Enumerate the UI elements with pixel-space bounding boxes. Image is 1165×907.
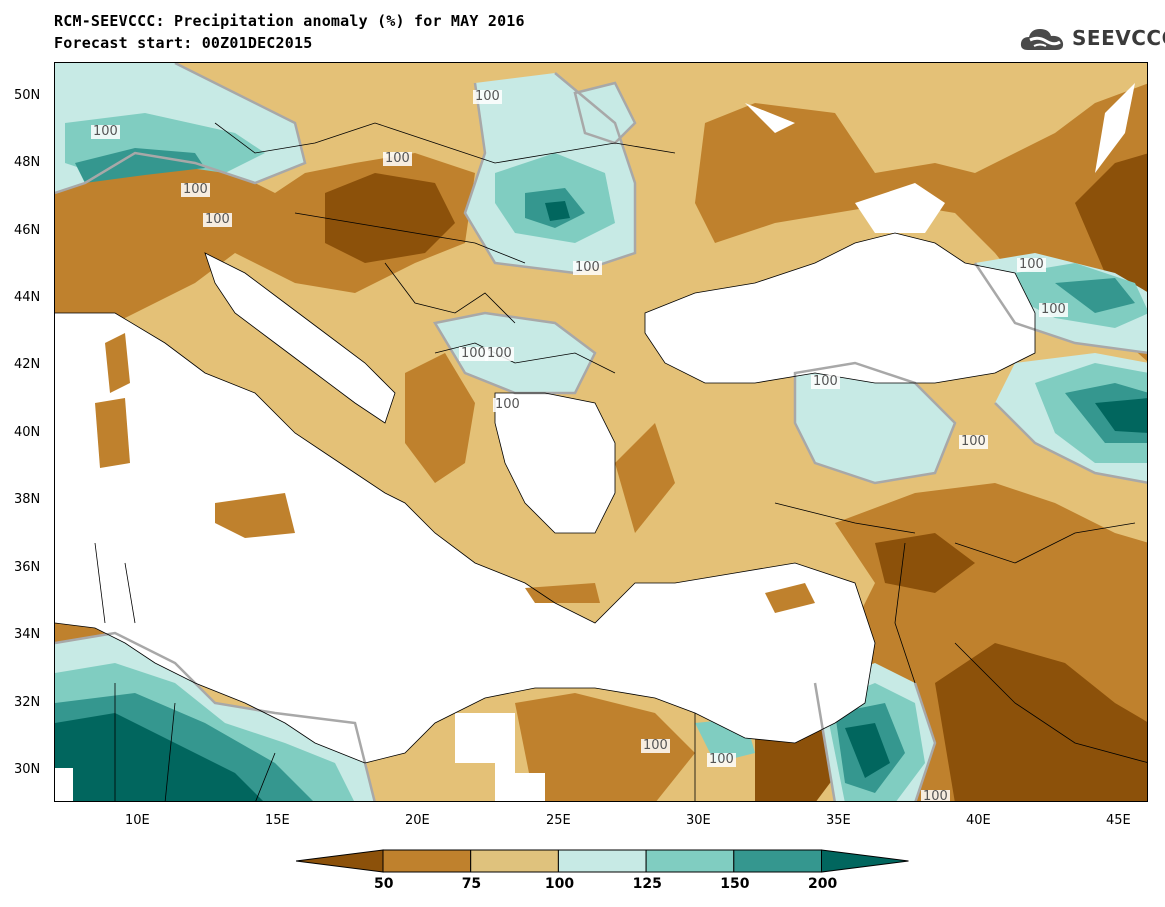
lat-label: 48N: [14, 155, 41, 170]
contour-label-100: 100: [473, 89, 502, 104]
contour-label-100: 100: [459, 346, 488, 361]
forecast-start-label: Forecast start: 00Z01DEC2015: [54, 34, 313, 52]
lat-label: 50N: [14, 88, 41, 103]
colorbar-segment: [821, 849, 909, 873]
lon-label: 15E: [265, 813, 290, 828]
lat-label: 32N: [14, 695, 41, 710]
cloud-logo-icon: [1020, 29, 1064, 50]
colorbar-segment: [470, 849, 559, 873]
colorbar-tick-label: 125: [632, 876, 662, 892]
contour-label-100: 100: [203, 212, 232, 227]
contour-lines: [55, 63, 1147, 801]
colorbar-segment: [382, 849, 472, 873]
colorbar-tick-label: 150: [720, 876, 750, 892]
lon-label: 40E: [966, 813, 991, 828]
contour-label-100: 100: [91, 124, 120, 139]
contour-label-100: 100: [485, 346, 514, 361]
colorbar-segment: [557, 849, 647, 873]
contour-label-100: 100: [1039, 302, 1068, 317]
colorbar: [296, 849, 909, 873]
colorbar-tick-label: 50: [374, 876, 394, 892]
contour-label-100: 100: [811, 374, 840, 389]
lon-label: 30E: [686, 813, 711, 828]
lon-label: 10E: [125, 813, 150, 828]
coastlines-borders: [55, 122, 1147, 801]
colorbar-segment: [296, 849, 384, 873]
lat-label: 44N: [14, 290, 41, 305]
anomaly-below-50-fill: [325, 153, 1147, 801]
islands: [95, 333, 815, 613]
colorbar-segment: [733, 849, 822, 873]
colorbar-tick-label: 100: [544, 876, 575, 892]
lat-label: 40N: [14, 425, 41, 440]
chart-title: RCM-SEEVCCC: Precipitation anomaly (%) f…: [54, 12, 525, 30]
lat-label: 36N: [14, 560, 41, 575]
contour-label-100: 100: [573, 260, 602, 275]
lon-label: 25E: [546, 813, 571, 828]
lat-label: 42N: [14, 357, 41, 372]
colorbar-tick-label: 200: [808, 876, 838, 892]
contour-label-100: 100: [493, 397, 522, 412]
lat-label: 34N: [14, 627, 41, 642]
logo-text: SEEVCCC: [1072, 26, 1165, 50]
precipitation-anomaly-map: 100 100 100 100 100 100 100 100 100 100 100 100 100 1…: [54, 62, 1148, 802]
contour-label-100: 100: [1017, 257, 1046, 272]
contour-label-100: 100: [641, 738, 670, 753]
contour-label-100: 100: [921, 789, 950, 802]
colorbar-segment: [645, 849, 735, 873]
lat-label: 46N: [14, 223, 41, 238]
contour-label-100: 100: [707, 752, 736, 767]
lon-label: 20E: [405, 813, 430, 828]
lon-label: 45E: [1106, 813, 1131, 828]
lon-label: 35E: [826, 813, 851, 828]
sea-mask: [55, 83, 1135, 801]
anomaly-above-200-fill: [55, 201, 1147, 801]
map-canvas: [55, 63, 1147, 801]
lat-label: 38N: [14, 492, 41, 507]
seevccc-logo: SEEVCCC: [1018, 22, 1165, 54]
lat-label: 30N: [14, 762, 41, 777]
colorbar-tick-label: 75: [461, 876, 482, 892]
contour-label-100: 100: [181, 182, 210, 197]
contour-label-100: 100: [959, 434, 988, 449]
contour-label-100: 100: [383, 151, 412, 166]
